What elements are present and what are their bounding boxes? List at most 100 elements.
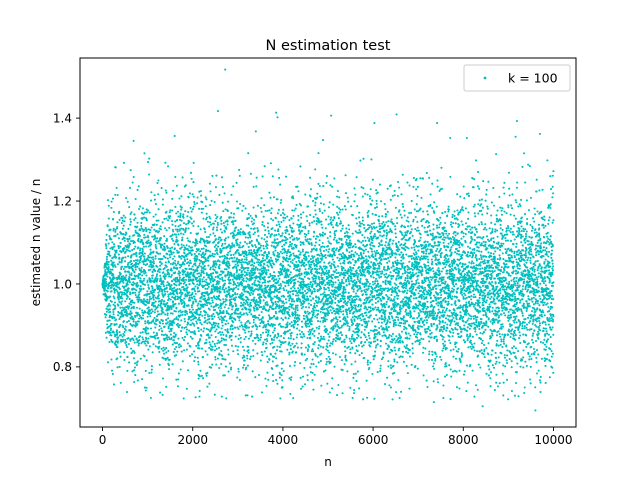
data-point: [197, 341, 200, 344]
data-point: [230, 303, 233, 306]
data-point: [158, 340, 161, 343]
data-point: [215, 347, 218, 350]
data-point: [281, 325, 285, 328]
data-point: [232, 283, 235, 286]
data-point: [171, 223, 174, 226]
data-point: [181, 238, 184, 241]
data-point: [216, 271, 219, 274]
data-point: [245, 224, 248, 227]
data-point: [108, 235, 111, 238]
data-point: [151, 271, 154, 274]
data-point: [145, 344, 148, 347]
data-point: [137, 300, 140, 303]
data-point: [155, 223, 158, 226]
data-point: [211, 345, 214, 348]
data-point: [324, 218, 328, 221]
data-point: [311, 268, 314, 271]
data-point: [192, 161, 195, 164]
data-point: [177, 326, 180, 329]
data-point: [254, 376, 257, 379]
data-point: [315, 326, 318, 329]
data-point: [121, 285, 124, 288]
data-point: [213, 264, 216, 267]
data-point: [247, 267, 250, 270]
data-point: [310, 272, 313, 275]
data-point: [220, 231, 224, 234]
data-point: [213, 315, 216, 318]
data-point: [211, 363, 214, 366]
data-point: [324, 254, 327, 257]
data-point: [288, 341, 291, 344]
data-point: [202, 247, 205, 250]
data-point: [126, 369, 129, 372]
data-point: [125, 297, 128, 300]
data-point: [291, 303, 294, 306]
data-point: [133, 366, 137, 369]
data-point: [296, 320, 299, 323]
data-point: [112, 310, 115, 314]
data-point: [325, 270, 328, 273]
data-point: [239, 315, 242, 318]
data-point: [111, 268, 114, 271]
data-point: [166, 257, 169, 260]
data-point: [171, 257, 175, 260]
data-point: [204, 268, 207, 271]
data-point: [136, 259, 139, 262]
data-point: [156, 273, 159, 276]
data-point: [209, 217, 212, 220]
data-point: [197, 225, 200, 228]
data-point: [243, 355, 246, 359]
data-point: [189, 335, 192, 338]
data-point: [202, 305, 205, 308]
data-point: [309, 336, 312, 339]
data-point: [227, 353, 230, 356]
data-point: [260, 210, 263, 213]
data-point: [292, 222, 295, 225]
data-point: [116, 346, 119, 349]
data-point: [241, 209, 244, 212]
data-point: [298, 329, 301, 332]
data-point: [116, 233, 119, 236]
data-point: [258, 314, 261, 317]
data-point: [265, 240, 269, 243]
data-point: [244, 236, 247, 239]
data-point: [170, 269, 173, 272]
data-point: [147, 259, 150, 262]
data-point: [124, 250, 127, 253]
data-point: [312, 343, 315, 346]
data-point: [167, 336, 170, 339]
data-point: [108, 308, 111, 311]
data-point: [200, 334, 203, 337]
data-point: [293, 237, 296, 240]
data-point: [302, 332, 305, 335]
data-point: [313, 288, 316, 291]
data-point: [317, 182, 320, 185]
data-point: [212, 272, 215, 275]
data-point: [152, 215, 155, 218]
data-point: [294, 314, 297, 317]
data-point: [113, 287, 116, 290]
data-point: [285, 254, 288, 257]
data-point: [261, 354, 264, 357]
data-point: [188, 283, 191, 286]
data-point: [249, 172, 252, 175]
data-point: [258, 318, 261, 321]
data-point: [243, 255, 246, 258]
data-point: [165, 385, 168, 388]
data-point: [127, 244, 131, 248]
data-point: [124, 216, 127, 219]
data-point: [236, 238, 239, 241]
data-point: [249, 294, 252, 297]
data-point: [324, 288, 328, 291]
data-point: [263, 267, 267, 270]
data-point: [290, 334, 293, 337]
data-point: [207, 249, 210, 252]
data-point: [195, 344, 198, 348]
data-point: [212, 312, 215, 316]
data-point: [236, 312, 240, 315]
data-point: [267, 269, 270, 272]
data-point: [275, 349, 278, 352]
data-point: [136, 281, 139, 284]
data-point: [157, 193, 160, 196]
data-point: [214, 345, 217, 348]
